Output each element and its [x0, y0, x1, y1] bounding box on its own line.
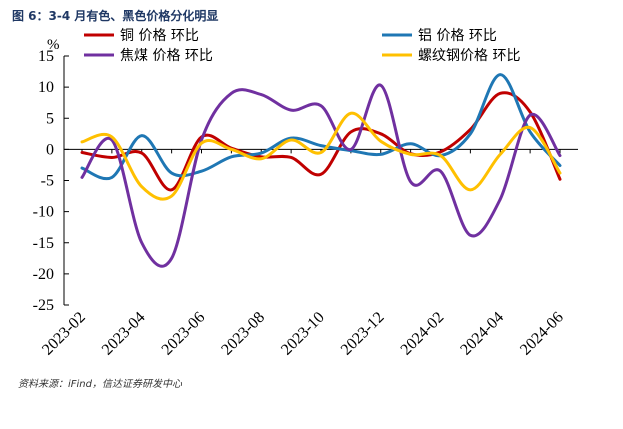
legend-label: 螺纹钢价格 环比 — [418, 48, 520, 64]
y-tick-label: 5 — [46, 110, 54, 127]
legend-item: 焦煤 价格 环比 — [84, 48, 213, 64]
x-tick-label: 2023-02 — [39, 309, 89, 359]
legend-label: 铜 价格 环比 — [120, 28, 199, 44]
x-tick-label: 2024-02 — [398, 309, 448, 359]
y-axis: 15 10 5 0 -5 -10 -15 -20 -25 — [33, 48, 69, 314]
series-line-1 — [80, 91, 562, 192]
x-axis: 2023-02 2023-04 2023-06 2023-08 2023-10 2023-… — [39, 148, 578, 359]
x-tick-label: 2023-10 — [278, 309, 328, 359]
y-axis-unit-label: % — [47, 37, 60, 53]
x-tick-label: 2024-04 — [457, 309, 507, 359]
y-tick-label: -25 — [33, 297, 54, 314]
legend-label: 铝 价格 环比 — [418, 28, 497, 44]
series-layer — [80, 73, 562, 268]
y-tick-label: 15 — [38, 48, 54, 65]
x-tick-label: 2023-04 — [99, 309, 149, 359]
legend-item: 铝 价格 环比 — [382, 28, 497, 44]
y-tick-label: 0 — [46, 141, 54, 158]
y-tick-label: -10 — [33, 204, 54, 221]
y-tick-label: -5 — [41, 173, 54, 190]
legend-item: 螺纹钢价格 环比 — [382, 48, 520, 64]
y-tick-label: -15 — [33, 235, 54, 252]
source-note: 资料来源：iFind，信达证券研发中心 — [18, 378, 183, 390]
series-line-4 — [80, 111, 562, 201]
x-tick-label: 2023-08 — [218, 309, 268, 359]
chart-title: 图 6：3-4 月有色、黑色价格分化明显 — [12, 8, 218, 23]
legend-label: 焦煤 价格 环比 — [120, 48, 213, 64]
x-tick-label: 2023-06 — [159, 309, 209, 359]
x-tick-label: 2024-06 — [517, 309, 567, 359]
series-line-2 — [80, 73, 562, 181]
series-line-3 — [80, 83, 562, 268]
legend-item: 铜 价格 环比 — [84, 28, 199, 44]
x-tick-label: 2023-12 — [338, 309, 388, 359]
y-tick-label: 10 — [38, 79, 54, 96]
y-tick-label: -20 — [33, 266, 54, 283]
